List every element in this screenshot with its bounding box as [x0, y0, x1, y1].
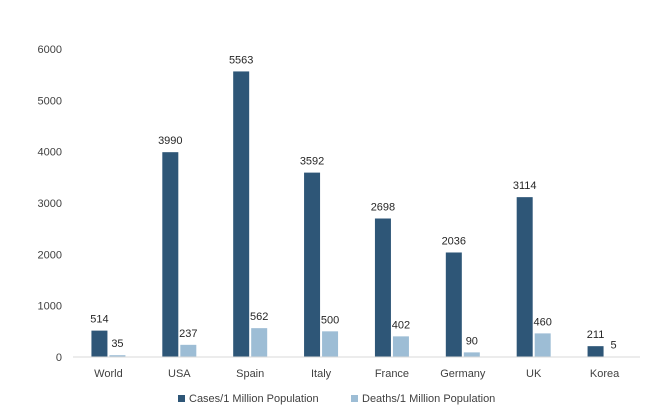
data-label-deaths-germany: 90	[466, 335, 478, 347]
data-label-deaths-spain: 562	[250, 311, 268, 323]
bar-cases-germany	[445, 252, 462, 357]
x-tick-label-france: France	[375, 368, 409, 380]
data-label-cases-world: 514	[90, 314, 108, 326]
data-label-cases-uk: 3114	[513, 180, 537, 192]
bar-cases-usa	[162, 152, 179, 357]
x-tick-label-germany: Germany	[440, 368, 486, 380]
bars	[91, 71, 622, 358]
legend-swatch-cases	[178, 395, 185, 402]
bar-cases-spain	[233, 71, 250, 357]
legend-label-deaths: Deaths/1 Million Population	[362, 393, 495, 405]
bar-deaths-france	[392, 336, 409, 357]
data-label-deaths-france: 402	[392, 319, 410, 331]
x-tick-label-korea: Korea	[590, 368, 620, 380]
data-label-cases-italy: 3592	[300, 156, 324, 168]
data-label-cases-korea: 211	[587, 329, 605, 341]
x-tick-label-italy: Italy	[311, 368, 332, 380]
y-tick-label: 5000	[38, 95, 62, 107]
bar-deaths-italy	[322, 331, 339, 357]
x-tick-label-uk: UK	[526, 368, 542, 380]
y-tick-label: 0	[56, 352, 62, 364]
bar-cases-france	[374, 218, 391, 357]
bar-cases-world	[91, 330, 108, 357]
bar-deaths-uk	[534, 333, 551, 357]
data-label-deaths-usa: 237	[179, 328, 197, 340]
bar-deaths-germany	[463, 352, 480, 357]
legend-swatch-deaths	[351, 395, 358, 402]
data-label-cases-spain: 5563	[229, 54, 253, 66]
data-label-deaths-korea: 5	[611, 340, 617, 352]
bar-cases-uk	[516, 197, 533, 357]
data-label-cases-france: 2698	[371, 202, 395, 214]
data-label-cases-germany: 2036	[442, 235, 466, 247]
y-tick-label: 6000	[38, 44, 62, 56]
y-tick-label: 3000	[38, 198, 62, 210]
y-tick-label: 2000	[38, 249, 62, 261]
y-axis: 0 1000 2000 3000 4000 5000 6000	[38, 44, 62, 364]
x-tick-label-world: World	[94, 368, 123, 380]
bar-cases-italy	[304, 172, 321, 357]
data-label-cases-usa: 3990	[158, 135, 182, 147]
data-label-deaths-italy: 500	[321, 314, 339, 326]
x-axis: World USA Spain Italy France Germany UK Korea	[94, 368, 620, 380]
data-label-deaths-world: 35	[111, 338, 123, 350]
data-label-deaths-uk: 460	[534, 316, 552, 328]
y-tick-label: 1000	[38, 301, 62, 313]
bar-deaths-usa	[180, 344, 197, 357]
x-tick-label-usa: USA	[168, 368, 191, 380]
legend-label-cases: Cases/1 Million Population	[189, 393, 319, 405]
bar-deaths-world	[109, 355, 126, 357]
bar-deaths-spain	[251, 328, 268, 357]
bar-cases-korea	[587, 346, 604, 357]
x-tick-label-spain: Spain	[236, 368, 264, 380]
legend: Cases/1 Million Population Deaths/1 Mill…	[178, 393, 495, 405]
y-tick-label: 4000	[38, 147, 62, 159]
